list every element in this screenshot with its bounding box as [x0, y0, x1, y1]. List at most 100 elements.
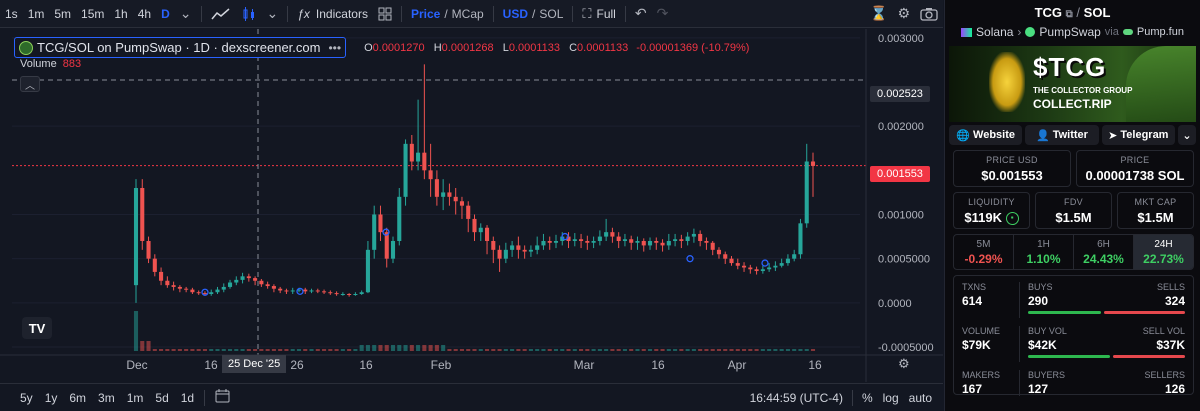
time-tick-label: 26: [290, 358, 304, 372]
collapse-legend-button[interactable]: ︿: [20, 76, 40, 92]
timeframe-tabs: 5M -0.29% 1H 1.10% 6H 24.43% 24H 22.73%: [953, 234, 1194, 271]
candle-body: [647, 241, 653, 246]
mktcap-value: $1.5M: [1137, 210, 1174, 225]
sol-option[interactable]: SOL: [539, 6, 564, 21]
axis-settings-icon[interactable]: ⚙: [898, 356, 910, 371]
range-1d[interactable]: 1d: [180, 390, 195, 405]
settings-gear-icon[interactable]: ⚙: [897, 5, 910, 21]
tab-24h[interactable]: 24H 22.73%: [1134, 235, 1193, 270]
auto-toggle[interactable]: auto: [908, 390, 932, 405]
telegram-button[interactable]: ➤ Telegram: [1101, 125, 1175, 145]
interval-d[interactable]: D: [161, 6, 170, 21]
range-1m[interactable]: 1m: [126, 390, 144, 405]
replay-icon[interactable]: ⌛: [870, 5, 888, 21]
range-3m[interactable]: 3m: [98, 390, 115, 405]
last-price-label: 0.001553: [870, 166, 930, 182]
dex-link[interactable]: PumpSwap: [1039, 25, 1101, 39]
candle-body: [516, 245, 521, 250]
launchpad-link[interactable]: Pump.fun: [1136, 26, 1184, 38]
range-5d[interactable]: 5d: [155, 390, 169, 405]
volume-bar: [259, 349, 264, 351]
banner-ticker: $TCG: [1033, 52, 1107, 82]
price-chart[interactable]: 0.003000 0.002000 0.001000 0.0005000 0.0000 -…: [0, 29, 943, 382]
interval-1h[interactable]: 1h: [114, 6, 128, 21]
interval-15m[interactable]: 15m: [81, 6, 105, 21]
range-5y[interactable]: 5y: [20, 390, 33, 405]
percent-toggle[interactable]: %: [861, 390, 873, 405]
usd-option[interactable]: USD: [502, 6, 529, 21]
price-option[interactable]: Price: [410, 6, 441, 21]
pair-title: TCG/SOL on PumpSwap · 1D · dexscreener.c…: [37, 40, 321, 55]
currency-toggle[interactable]: USD / SOL: [498, 0, 569, 27]
candle-body: [177, 286, 182, 289]
candle-body: [547, 241, 552, 243]
candles-icon[interactable]: [236, 0, 262, 27]
fdv-box: FDV $1.5M: [1035, 192, 1112, 230]
candle-body: [541, 241, 546, 246]
candle-body: [184, 288, 189, 290]
fullscreen-button[interactable]: ⛶ Full: [577, 0, 620, 27]
interval-1s[interactable]: 1s: [5, 6, 18, 21]
candle-body: [566, 236, 571, 241]
volume-bar: [347, 349, 352, 351]
website-button[interactable]: 🌐 Website: [949, 125, 1023, 145]
log-toggle[interactable]: log: [882, 390, 899, 405]
sellers-value: 126: [1164, 382, 1185, 397]
volume-bar: [227, 349, 233, 351]
chain-link[interactable]: Solana: [976, 25, 1014, 39]
banner-subtitle: THE COLLECTOR GROUP: [1033, 86, 1133, 95]
volume-bar: [547, 349, 552, 351]
tab-5m[interactable]: 5M -0.29%: [954, 235, 1014, 270]
buyvol-label: BUY VOL: [1028, 326, 1067, 337]
camera-icon[interactable]: [915, 0, 943, 27]
volume-bar: [698, 349, 703, 351]
open-value: 0.0001270: [372, 41, 425, 54]
clock-time[interactable]: 16:44:59 (UTC-4): [749, 390, 843, 405]
volume-bar: [234, 349, 239, 351]
volume-bar: [541, 349, 546, 351]
time-tick-label: 16: [204, 358, 218, 372]
more-icon[interactable]: •••: [328, 40, 342, 55]
price-mcap-toggle[interactable]: Price / MCap: [406, 0, 489, 27]
redo-icon[interactable]: ↷: [656, 5, 669, 21]
line-chart-icon[interactable]: [206, 0, 236, 27]
undo-icon[interactable]: ↶: [634, 5, 647, 21]
layout-grid-icon[interactable]: [373, 0, 397, 27]
candle-body: [165, 280, 170, 286]
tradingview-logo-icon[interactable]: TV: [22, 317, 52, 339]
fullscreen-label: Full: [596, 6, 616, 21]
breadcrumb: Solana › PumpSwap via Pump.fun: [945, 25, 1200, 39]
volume-bar: [729, 349, 734, 351]
candle-body: [641, 241, 646, 246]
range-1y[interactable]: 1y: [44, 390, 58, 405]
interval-1m[interactable]: 1m: [27, 6, 45, 21]
interval-4h[interactable]: 4h: [137, 6, 152, 21]
candle-body: [804, 161, 809, 224]
volume-bar: [303, 349, 308, 351]
symbol-box[interactable]: TCG/SOL on PumpSwap · 1D · dexscreener.c…: [14, 37, 347, 58]
tab-6h[interactable]: 6H 24.43%: [1074, 235, 1134, 270]
tab-1h[interactable]: 1H 1.10%: [1014, 235, 1074, 270]
indicators-button[interactable]: ƒx Indicators: [292, 0, 373, 27]
mcap-option[interactable]: MCap: [451, 6, 484, 21]
range-6m[interactable]: 6m: [69, 390, 87, 405]
volume-bar: [484, 349, 490, 351]
candle-body: [679, 239, 684, 241]
copy-icon[interactable]: ⧉: [1065, 9, 1073, 20]
candle-body: [146, 241, 151, 259]
chevron-down-icon[interactable]: ⌄: [266, 5, 279, 21]
more-links-button[interactable]: ⌄: [1177, 125, 1196, 145]
candle-body: [604, 232, 609, 237]
chevron-down-icon[interactable]: ⌄: [179, 5, 192, 21]
volume-bar: [798, 349, 803, 351]
price-sol-box: PRICE 0.00001738 SOL: [1076, 150, 1194, 187]
candle-body: [359, 292, 364, 294]
candlestick-chart[interactable]: 0.003000 0.002000 0.001000 0.0005000 0.0000 -…: [0, 29, 943, 382]
date-range-icon[interactable]: [209, 389, 237, 406]
candle-body: [209, 292, 214, 294]
twitter-button[interactable]: 👤 Twitter: [1025, 125, 1099, 145]
candle-body: [779, 263, 784, 266]
interval-5m[interactable]: 5m: [54, 6, 72, 21]
price-sol-value: 0.00001738 SOL: [1085, 168, 1185, 183]
lock-icon[interactable]: ▪: [1005, 212, 1019, 226]
